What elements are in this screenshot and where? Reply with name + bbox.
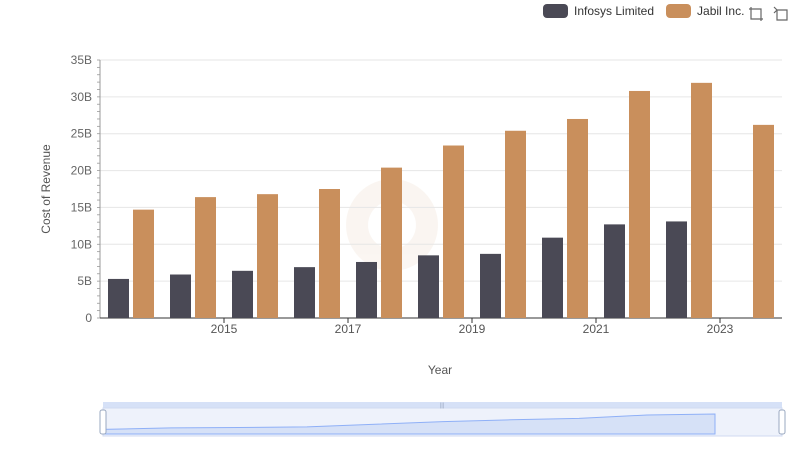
bar-jabil-2019[interactable] — [443, 145, 464, 318]
bar-infosys-2017[interactable] — [294, 267, 315, 318]
y-tick-label: 5B — [77, 274, 92, 288]
zoom-select-icon[interactable] — [748, 6, 764, 22]
bars-group — [108, 82, 774, 319]
zoom-left-handle[interactable] — [99, 409, 107, 435]
legend-item-jabil[interactable]: Jabil Inc. — [666, 4, 744, 18]
zoom-grip-icon[interactable]: ||| — [440, 403, 445, 409]
zoom-reset-icon[interactable] — [773, 6, 789, 22]
legend: Infosys Limited Jabil Inc. — [543, 4, 748, 18]
x-axis: 2015 2017 2019 2021 2023 — [100, 317, 782, 336]
y-tick-label: 30B — [71, 90, 92, 104]
legend-swatch-jabil — [666, 4, 692, 18]
bar-jabil-2024[interactable] — [753, 124, 774, 319]
y-tick-label: 25B — [71, 127, 92, 141]
legend-label-infosys: Infosys Limited — [574, 4, 655, 18]
bar-jabil-2015[interactable] — [195, 197, 216, 318]
bar-infosys-2023[interactable] — [666, 221, 687, 318]
bar-jabil-2017[interactable] — [319, 189, 340, 318]
zoom-data-shadow — [102, 413, 716, 435]
bar-jabil-2020[interactable] — [505, 130, 526, 318]
bar-infosys-2014[interactable] — [108, 278, 129, 318]
y-axis: 0 5B 10B 15B 20B 25B 30B 35B — [71, 53, 101, 325]
y-tick-label: 35B — [71, 53, 92, 67]
bar-infosys-2019[interactable] — [418, 255, 439, 318]
bar-infosys-2018[interactable] — [356, 261, 377, 318]
y-tick-label: 20B — [71, 164, 92, 178]
bar-infosys-2015[interactable] — [170, 274, 191, 318]
y-tick-label: 0 — [85, 311, 92, 325]
legend-item-infosys[interactable]: Infosys Limited — [543, 4, 654, 18]
zoom-top-bar[interactable] — [103, 402, 782, 408]
x-tick-label: 2017 — [335, 322, 362, 336]
bar-jabil-2018[interactable] — [381, 167, 402, 318]
y-tick-label: 15B — [71, 200, 92, 214]
x-axis-title: Year — [428, 363, 452, 377]
y-tick-label: 10B — [71, 237, 92, 251]
bar-jabil-2014[interactable] — [133, 209, 154, 318]
legend-label-jabil: Jabil Inc. — [697, 4, 745, 18]
bar-infosys-2020[interactable] — [480, 253, 501, 318]
y-axis-title: Cost of Revenue — [39, 144, 53, 234]
bar-infosys-2016[interactable] — [232, 270, 253, 318]
bar-jabil-2022[interactable] — [629, 90, 650, 319]
zoom-right-handle[interactable] — [778, 409, 786, 435]
x-tick-label: 2015 — [211, 322, 238, 336]
bar-jabil-2016[interactable] — [257, 194, 278, 318]
x-tick-label: 2019 — [459, 322, 486, 336]
bar-infosys-2021[interactable] — [542, 237, 563, 318]
legend-swatch-infosys — [543, 4, 568, 18]
bar-jabil-2023[interactable] — [691, 82, 712, 318]
x-tick-label: 2021 — [583, 322, 610, 336]
bar-jabil-2021[interactable] — [567, 118, 588, 318]
bar-infosys-2022[interactable] — [604, 224, 625, 318]
x-tick-label: 2023 — [707, 322, 734, 336]
zoom-slider[interactable]: ||| — [99, 402, 786, 437]
